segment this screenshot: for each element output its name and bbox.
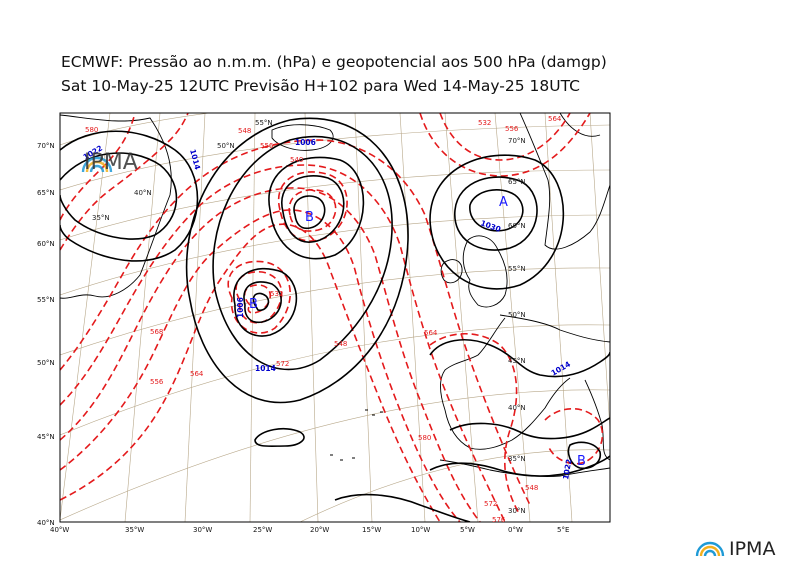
coastlines (60, 113, 610, 477)
lat-tick-label: 65°N (37, 189, 55, 197)
graticule-label: 65°N (508, 178, 526, 186)
isobar-label: 1006 (236, 297, 245, 318)
graticule-labels: 55°N 50°N 70°N 65°N 60°N 55°N 50°N 45°N … (92, 119, 526, 515)
isobars (60, 117, 610, 522)
geopotential-labels: 580 556 548 540 532 532 556 564 548 556 … (85, 115, 562, 524)
graticule-label: 40°N (134, 189, 152, 197)
lon-tick-label: 5°W (460, 526, 475, 534)
low-center-atlantic: B (249, 297, 258, 312)
geopotential-label: 540 (290, 156, 303, 164)
geopotential-label: 532 (478, 119, 491, 127)
isobar-label: 1022 (561, 458, 573, 480)
chart-title-line1: ECMWF: Pressão ao n.m.m. (hPa) e geopote… (61, 53, 607, 71)
graticule-label: 70°N (508, 137, 526, 145)
lon-tick-label: 0°W (508, 526, 523, 534)
longitude-axis-labels: 40°W 35°W 30°W 25°W 20°W 15°W 10°W 5°W 0… (50, 526, 569, 534)
lon-tick-label: 10°W (411, 526, 430, 534)
lon-tick-label: 35°W (125, 526, 144, 534)
lat-tick-label: 60°N (37, 240, 55, 248)
geopotential-label: 564 (548, 115, 562, 123)
geopotential-label: 576 (492, 516, 506, 524)
chart-title-line2: Sat 10-May-25 12UTC Previsão H+102 para … (61, 77, 580, 95)
lat-tick-label: 50°N (37, 359, 55, 367)
ipma-logo-inset: IPMA (84, 150, 138, 175)
geopotential-label: 548 (525, 484, 538, 492)
lon-tick-label: 5°E (557, 526, 569, 534)
map-frame (59, 112, 611, 523)
geopotential-label: 580 (85, 126, 98, 134)
low-center-mediterranean: B (577, 454, 586, 469)
graticule-label: 30°N (508, 507, 526, 515)
ipma-logo-corner: IPMA (729, 538, 776, 560)
pressure-center-labels: B B A B (249, 195, 586, 469)
geopotential-label: 572 (276, 360, 289, 368)
lon-tick-label: 30°W (193, 526, 212, 534)
geopotential-label: 548 (334, 340, 347, 348)
geopotential-label: 564 (424, 329, 438, 337)
graticule-label: 40°N (508, 404, 526, 412)
low-center-iceland: B (305, 210, 314, 225)
isobar-label: 1014 (255, 364, 276, 373)
lon-tick-label: 20°W (310, 526, 329, 534)
isobar-label: 1006 (295, 138, 316, 147)
geopotential-label: 532 (270, 290, 283, 298)
geopotential-label: 572 (484, 500, 497, 508)
lon-tick-label: 15°W (362, 526, 381, 534)
geopotential-label: 556 (150, 378, 164, 386)
graticule-label: 35°N (508, 455, 526, 463)
lat-tick-label: 40°N (37, 519, 55, 527)
geopotential-label: 556 (505, 125, 519, 133)
ipma-logo-mark-corner (695, 541, 725, 557)
lat-tick-label: 55°N (37, 296, 55, 304)
geopotential-label: 556 (260, 142, 274, 150)
graticule-label: 50°N (217, 142, 235, 150)
geopotential-label: 580 (418, 434, 431, 442)
latitude-axis-labels: 70°N 65°N 60°N 55°N 50°N 45°N 40°N (37, 142, 55, 527)
graticule-label: 45°N (508, 357, 526, 365)
geopotential-label: 568 (150, 328, 163, 336)
graticule-label: 35°N (92, 214, 110, 222)
lat-tick-label: 70°N (37, 142, 55, 150)
geopotential-label: 548 (238, 127, 251, 135)
lat-tick-label: 45°N (37, 433, 55, 441)
high-center-north-sea: A (499, 195, 508, 210)
graticule-label: 55°N (508, 265, 526, 273)
lon-tick-label: 25°W (253, 526, 272, 534)
geopotential-label: 564 (190, 370, 204, 378)
lon-tick-label: 40°W (50, 526, 69, 534)
graticule-label: 50°N (508, 311, 526, 319)
graticule-label: 60°N (508, 222, 526, 230)
graticule-label: 55°N (255, 119, 273, 127)
ipma-logo-mark-inset (81, 156, 113, 173)
geopotential-contours (60, 113, 604, 522)
